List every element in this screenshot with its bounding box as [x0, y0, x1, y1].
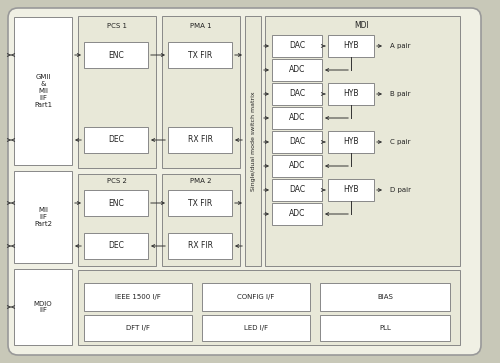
- Text: B pair: B pair: [390, 91, 410, 97]
- Bar: [272, 179, 322, 201]
- Text: A pair: A pair: [390, 43, 410, 49]
- Text: ADC: ADC: [289, 162, 305, 171]
- Bar: [14, 17, 72, 165]
- Text: MDIO
IIF: MDIO IIF: [34, 301, 52, 314]
- Text: ADC: ADC: [289, 209, 305, 219]
- Bar: [168, 127, 232, 153]
- Text: RX FIR: RX FIR: [188, 135, 212, 144]
- Text: Single/dual mode switch matrix: Single/dual mode switch matrix: [250, 91, 256, 191]
- Text: HYB: HYB: [343, 185, 359, 195]
- Text: PMA 1: PMA 1: [190, 23, 212, 29]
- Text: DEC: DEC: [108, 241, 124, 250]
- Text: D pair: D pair: [390, 187, 411, 193]
- Text: TX FIR: TX FIR: [188, 199, 212, 208]
- Text: C pair: C pair: [390, 139, 410, 145]
- Bar: [14, 269, 72, 345]
- Bar: [272, 83, 322, 105]
- Bar: [162, 16, 240, 168]
- Text: BIAS: BIAS: [377, 294, 393, 300]
- Text: GMII
&
MII
IIF
Part1: GMII & MII IIF Part1: [34, 74, 52, 108]
- Text: ADC: ADC: [289, 65, 305, 74]
- Bar: [328, 131, 374, 153]
- Bar: [320, 315, 450, 341]
- Text: DAC: DAC: [289, 90, 305, 98]
- Bar: [202, 283, 310, 311]
- Bar: [14, 171, 72, 263]
- Text: ENC: ENC: [108, 50, 124, 60]
- Bar: [272, 35, 322, 57]
- Text: HYB: HYB: [343, 138, 359, 147]
- Bar: [272, 59, 322, 81]
- Bar: [162, 174, 240, 266]
- Bar: [265, 16, 460, 266]
- Text: DAC: DAC: [289, 41, 305, 50]
- Bar: [272, 131, 322, 153]
- FancyBboxPatch shape: [8, 8, 481, 355]
- Bar: [245, 16, 261, 266]
- Bar: [272, 107, 322, 129]
- Bar: [78, 16, 156, 168]
- Text: PMA 2: PMA 2: [190, 178, 212, 184]
- Text: LED I/F: LED I/F: [244, 325, 268, 331]
- Text: PCS 1: PCS 1: [107, 23, 127, 29]
- Text: DAC: DAC: [289, 185, 305, 195]
- Bar: [328, 83, 374, 105]
- Bar: [168, 233, 232, 259]
- Text: MII
IIF
Part2: MII IIF Part2: [34, 207, 52, 227]
- Bar: [328, 35, 374, 57]
- Bar: [272, 155, 322, 177]
- Text: PLL: PLL: [379, 325, 391, 331]
- Bar: [168, 42, 232, 68]
- Text: DEC: DEC: [108, 135, 124, 144]
- Text: TX FIR: TX FIR: [188, 50, 212, 60]
- Bar: [78, 174, 156, 266]
- Text: MDI: MDI: [354, 20, 370, 29]
- Text: DAC: DAC: [289, 138, 305, 147]
- Text: HYB: HYB: [343, 41, 359, 50]
- Bar: [168, 190, 232, 216]
- Bar: [84, 233, 148, 259]
- Bar: [272, 203, 322, 225]
- Text: PCS 2: PCS 2: [107, 178, 127, 184]
- Bar: [320, 283, 450, 311]
- Bar: [328, 179, 374, 201]
- Bar: [78, 270, 460, 345]
- Bar: [84, 283, 192, 311]
- Text: ENC: ENC: [108, 199, 124, 208]
- Bar: [84, 190, 148, 216]
- Bar: [202, 315, 310, 341]
- Text: CONFIG I/F: CONFIG I/F: [238, 294, 275, 300]
- Bar: [84, 315, 192, 341]
- Bar: [84, 127, 148, 153]
- Text: DFT I/F: DFT I/F: [126, 325, 150, 331]
- Bar: [84, 42, 148, 68]
- Text: ADC: ADC: [289, 114, 305, 122]
- Text: IEEE 1500 I/F: IEEE 1500 I/F: [115, 294, 161, 300]
- Text: HYB: HYB: [343, 90, 359, 98]
- Text: RX FIR: RX FIR: [188, 241, 212, 250]
